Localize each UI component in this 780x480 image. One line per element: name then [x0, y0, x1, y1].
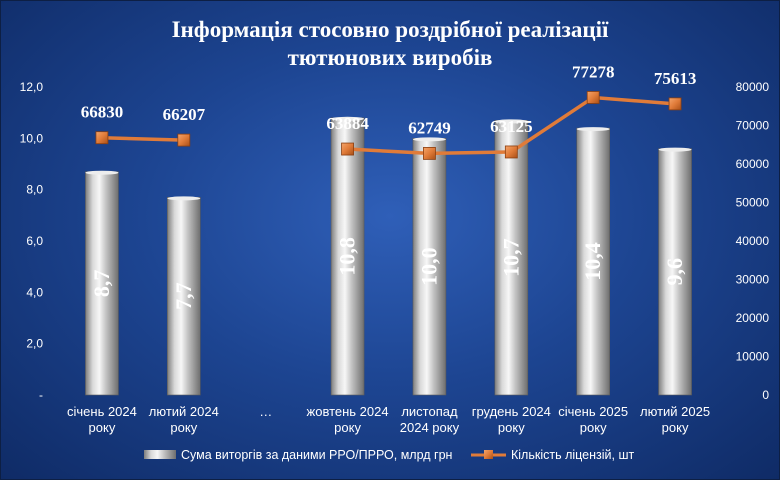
right-tick-label: 60000	[736, 157, 770, 171]
bar-value-label: 10,0	[416, 247, 441, 286]
legend-line-label: Кількість ліцензій, шт	[511, 448, 634, 462]
chart-title-line-1: Інформація стосовно роздрібної реалізаці…	[172, 17, 609, 42]
line-marker	[95, 131, 109, 145]
bar-value-label: 10,4	[580, 242, 605, 281]
right-tick-label: 10000	[736, 350, 770, 364]
category-label: жовтень 2024	[307, 404, 389, 419]
line-value-label: 63884	[326, 114, 369, 133]
category-label: лютий 2024	[149, 404, 219, 419]
right-y-axis: 0 10000 20000 30000 40000 50000 60000 70000 8000…	[736, 80, 770, 402]
right-tick-label: 40000	[736, 234, 770, 248]
bar-group: 10,0	[412, 137, 447, 396]
line-value-label: 75613	[654, 69, 697, 88]
bar-series: 8,7 7,7 10,8 10,0 10,7 10,4 9,6	[85, 116, 692, 396]
line-marker	[177, 133, 191, 147]
bar-group: 9,6	[658, 147, 692, 396]
category-label: року	[498, 420, 525, 435]
bar-top	[167, 196, 201, 201]
category-label: листопад	[401, 404, 458, 419]
bar-group: 8,7	[85, 170, 119, 396]
bar-top	[494, 119, 528, 124]
left-tick-label: 12,0	[20, 80, 44, 94]
left-y-axis: - 2,0 4,0 6,0 8,0 10,0 12,0	[20, 80, 44, 402]
bar-top	[331, 116, 365, 121]
bar-top	[658, 147, 692, 152]
left-tick-label: 10,0	[20, 131, 44, 145]
category-label: лютий 2025	[640, 404, 710, 419]
bar-value-label: 9,6	[662, 258, 687, 286]
right-tick-label: 30000	[736, 273, 770, 287]
line-value-label: 77278	[572, 62, 615, 81]
legend-bar-swatch	[144, 450, 176, 459]
bar-value-label: 7,7	[171, 282, 196, 310]
category-label: …	[259, 404, 272, 419]
legend-line-marker	[484, 450, 493, 459]
bar-group: 10,7	[494, 119, 529, 396]
right-tick-label: 20000	[736, 311, 770, 325]
line-marker	[504, 145, 518, 159]
line-marker	[423, 147, 436, 160]
bar-group: 7,7	[167, 196, 201, 396]
category-label: січень 2025	[558, 404, 628, 419]
right-tick-label: 80000	[736, 80, 770, 94]
category-label: грудень 2024	[472, 404, 551, 419]
bar-value-label: 10,7	[498, 238, 523, 277]
bar-group: 10,8	[330, 116, 365, 396]
right-tick-label: 70000	[736, 119, 770, 133]
bar	[85, 171, 119, 396]
line-value-label: 63125	[490, 117, 533, 136]
bar-top	[576, 127, 610, 132]
right-tick-label: 50000	[736, 196, 770, 210]
category-label: року	[170, 420, 197, 435]
category-label: року	[89, 420, 116, 435]
bar-group: 10,4	[576, 127, 610, 396]
line-marker	[586, 91, 600, 104]
category-label: січень 2024	[67, 404, 137, 419]
line-segment	[101, 135, 184, 142]
left-tick-label: 6,0	[26, 234, 43, 248]
bar-value-label: 8,7	[89, 270, 114, 298]
left-tick-label: 8,0	[26, 183, 43, 197]
category-label: року	[662, 420, 689, 435]
left-tick-label: 2,0	[26, 337, 43, 351]
left-tick-label: -	[39, 388, 43, 402]
chart-title-line-2: тютюнових виробів	[288, 45, 493, 70]
bar-top	[85, 170, 119, 175]
bar	[412, 138, 447, 396]
bar-value-label: 10,8	[335, 237, 360, 276]
bar-top	[412, 137, 446, 142]
legend-bar-label: Сума виторгів за даними РРО/ПРРО, млрд г…	[181, 448, 453, 462]
right-tick-label: 0	[762, 388, 769, 402]
line-value-label: 62749	[408, 118, 451, 137]
category-label: 2024 року	[400, 420, 460, 435]
bar	[658, 148, 692, 396]
line-series: 66830 66207 63884 62749 63125 77278 75613	[81, 62, 697, 160]
legend: Сума виторгів за даними РРО/ПРРО, млрд г…	[144, 448, 634, 462]
category-label: року	[580, 420, 607, 435]
bar	[167, 197, 201, 396]
left-tick-label: 4,0	[26, 285, 43, 299]
line-value-label: 66207	[163, 105, 206, 124]
line-marker	[668, 97, 682, 111]
line-marker	[341, 142, 354, 156]
category-label: року	[334, 420, 361, 435]
line-value-label: 66830	[81, 103, 124, 122]
